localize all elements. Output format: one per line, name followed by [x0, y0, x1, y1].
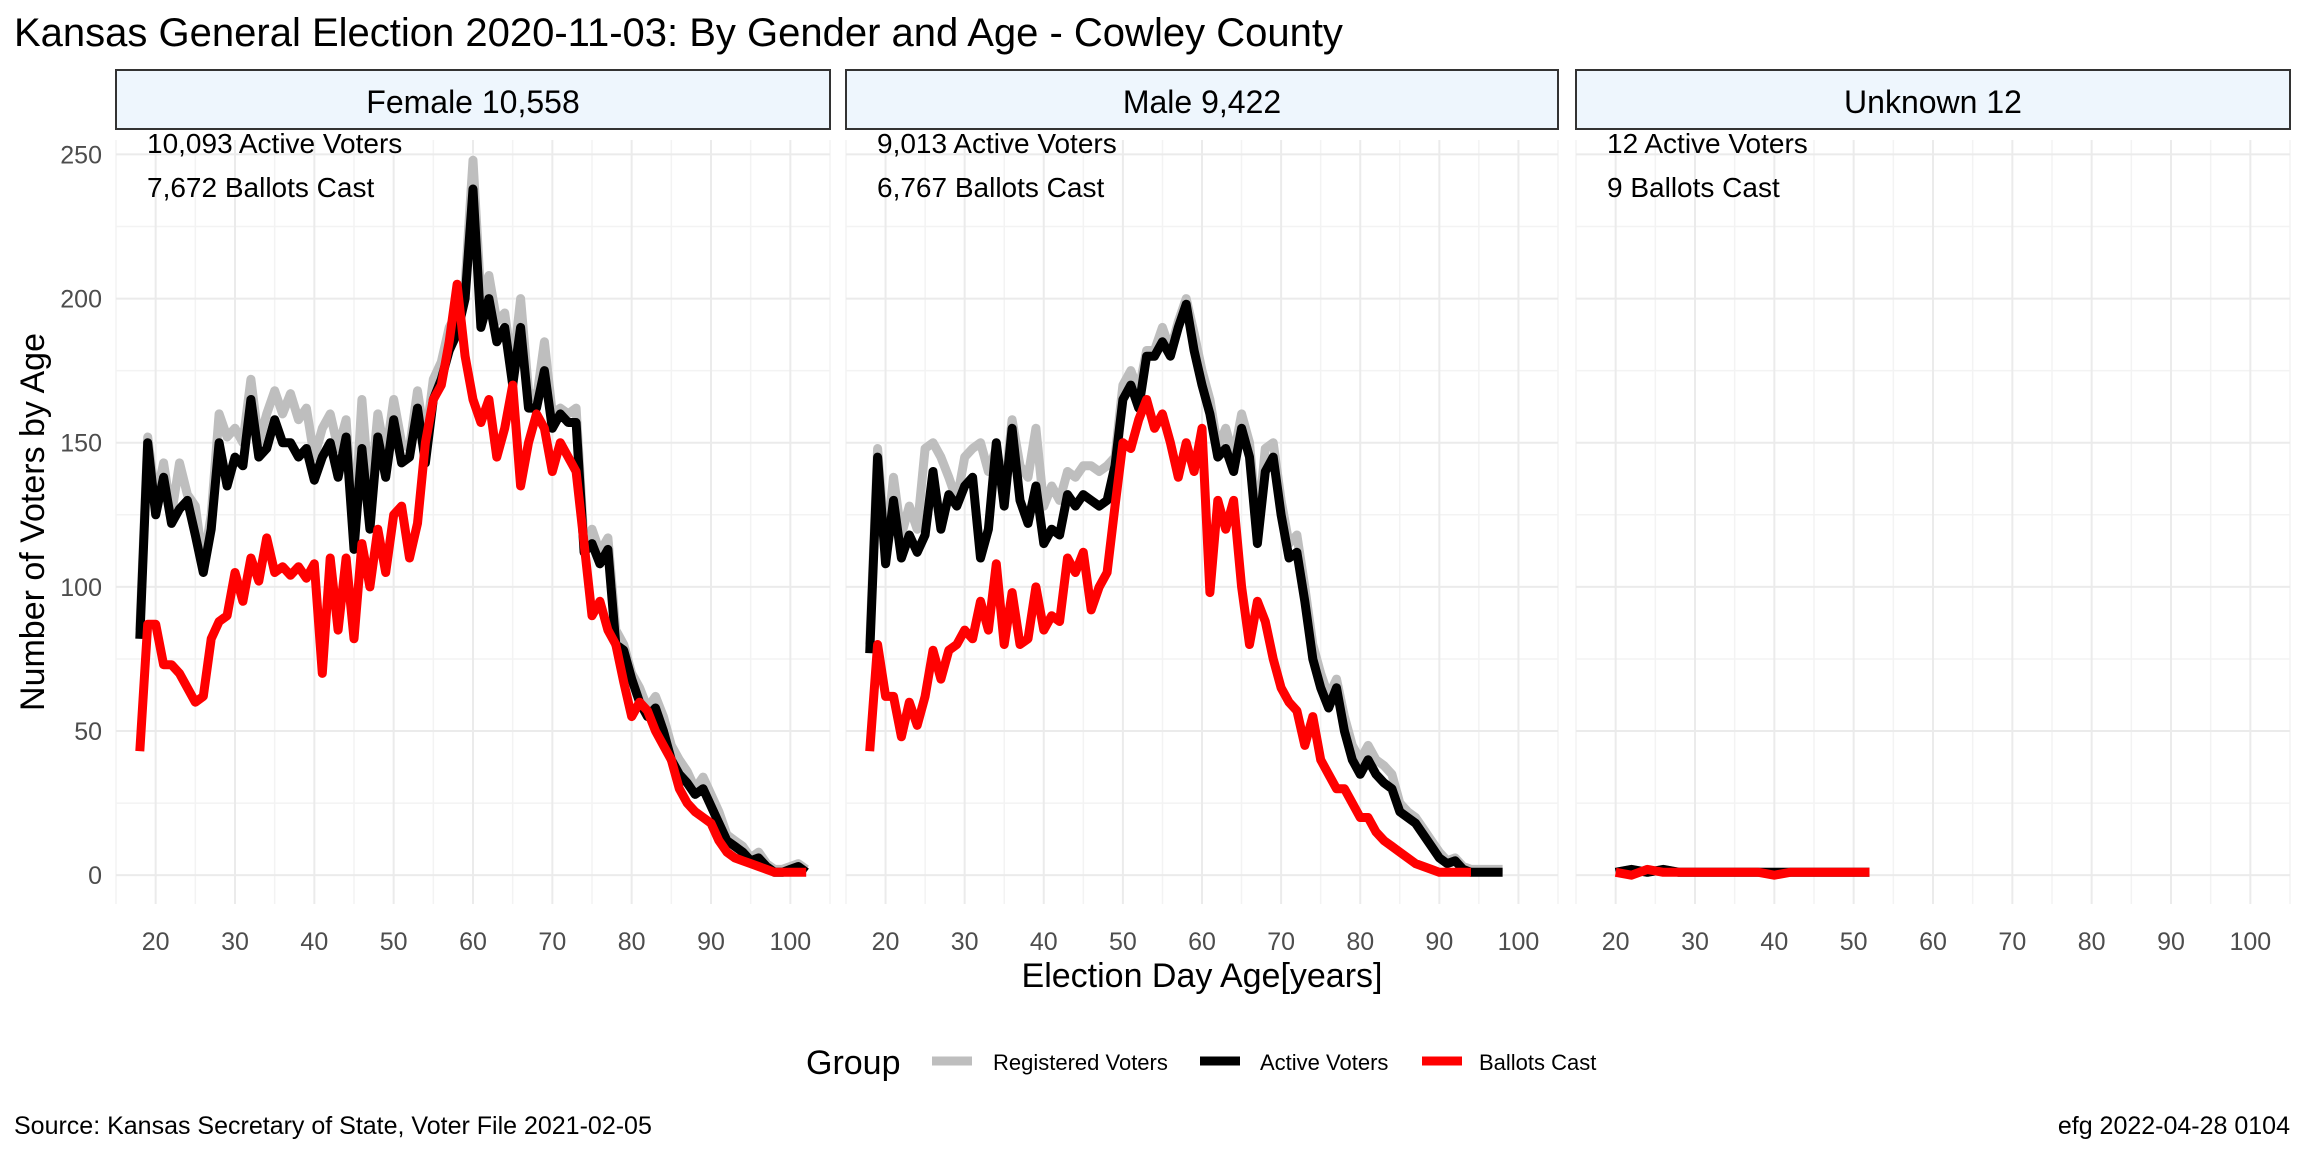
legend-label: Ballots Cast	[1479, 1050, 1596, 1075]
y-tick-label: 0	[88, 862, 102, 890]
x-tick-label: 60	[1919, 928, 1947, 956]
x-tick-label: 40	[1760, 928, 1788, 956]
x-tick-label: 50	[1109, 928, 1137, 956]
active-voters-line	[865, 299, 1503, 877]
annotation-active-voters: 10,093 Active Voters	[147, 128, 402, 159]
facet-strip	[845, 69, 1559, 130]
x-tick-label: 60	[1188, 928, 1216, 956]
x-tick-label: 90	[1425, 928, 1453, 956]
x-tick-label: 30	[1681, 928, 1709, 956]
source-caption: Source: Kansas Secretary of State, Voter…	[14, 1112, 652, 1140]
y-tick-label: 200	[60, 286, 102, 314]
x-tick-label: 90	[697, 928, 725, 956]
x-tick-label: 30	[221, 928, 249, 956]
x-tick-label: 60	[459, 928, 487, 956]
y-tick-label: 100	[60, 574, 102, 602]
annotation-ballots-cast: 9 Ballots Cast	[1607, 172, 1780, 203]
x-tick-label: 100	[769, 928, 811, 956]
credit-caption: efg 2022-04-28 0104	[2058, 1112, 2290, 1140]
annotation-active-voters: 9,013 Active Voters	[877, 128, 1117, 159]
x-tick-label: 70	[1267, 928, 1295, 956]
annotation-ballots-cast: 6,767 Ballots Cast	[877, 172, 1104, 203]
x-tick-label: 50	[1840, 928, 1868, 956]
x-tick-label: 30	[951, 928, 979, 956]
legend-title: Group	[806, 1044, 901, 1082]
y-tick-label: 150	[60, 430, 102, 458]
x-tick-label: 100	[1498, 928, 1540, 956]
legend-label: Registered Voters	[993, 1050, 1168, 1075]
facet-strip-label: Male 9,422	[1123, 84, 1281, 120]
x-tick-label: 80	[618, 928, 646, 956]
x-tick-label: 70	[1998, 928, 2026, 956]
y-tick-label: 50	[74, 718, 102, 746]
x-tick-label: 20	[142, 928, 170, 956]
ballots-cast-line	[865, 395, 1471, 877]
facet-strip-label: Unknown 12	[1844, 84, 2022, 120]
x-tick-label: 100	[2229, 928, 2271, 956]
active-voters-line	[135, 184, 809, 877]
annotation-active-voters: 12 Active Voters	[1607, 128, 1808, 159]
x-tick-label: 90	[2157, 928, 2185, 956]
facet-strip-label: Female 10,558	[366, 84, 579, 120]
ballots-cast-line	[1614, 864, 1870, 880]
x-tick-label: 80	[1346, 928, 1374, 956]
x-tick-label: 80	[2078, 928, 2106, 956]
x-tick-label: 40	[1030, 928, 1058, 956]
x-tick-label: 20	[1602, 928, 1630, 956]
ballots-cast-line	[135, 279, 807, 877]
annotation-ballots-cast: 7,672 Ballots Cast	[147, 172, 374, 203]
y-axis-label: Number of Voters by Age	[14, 333, 52, 711]
legend-label: Active Voters	[1260, 1050, 1388, 1075]
x-tick-label: 50	[380, 928, 408, 956]
x-tick-label: 40	[300, 928, 328, 956]
x-axis-label: Election Day Age[years]	[1022, 957, 1383, 995]
x-tick-label: 70	[538, 928, 566, 956]
facet-strip	[115, 69, 831, 130]
y-tick-label: 250	[60, 141, 102, 169]
x-tick-label: 20	[872, 928, 900, 956]
chart-title: Kansas General Election 2020-11-03: By G…	[14, 11, 1343, 55]
facet-strip	[1575, 69, 2291, 130]
